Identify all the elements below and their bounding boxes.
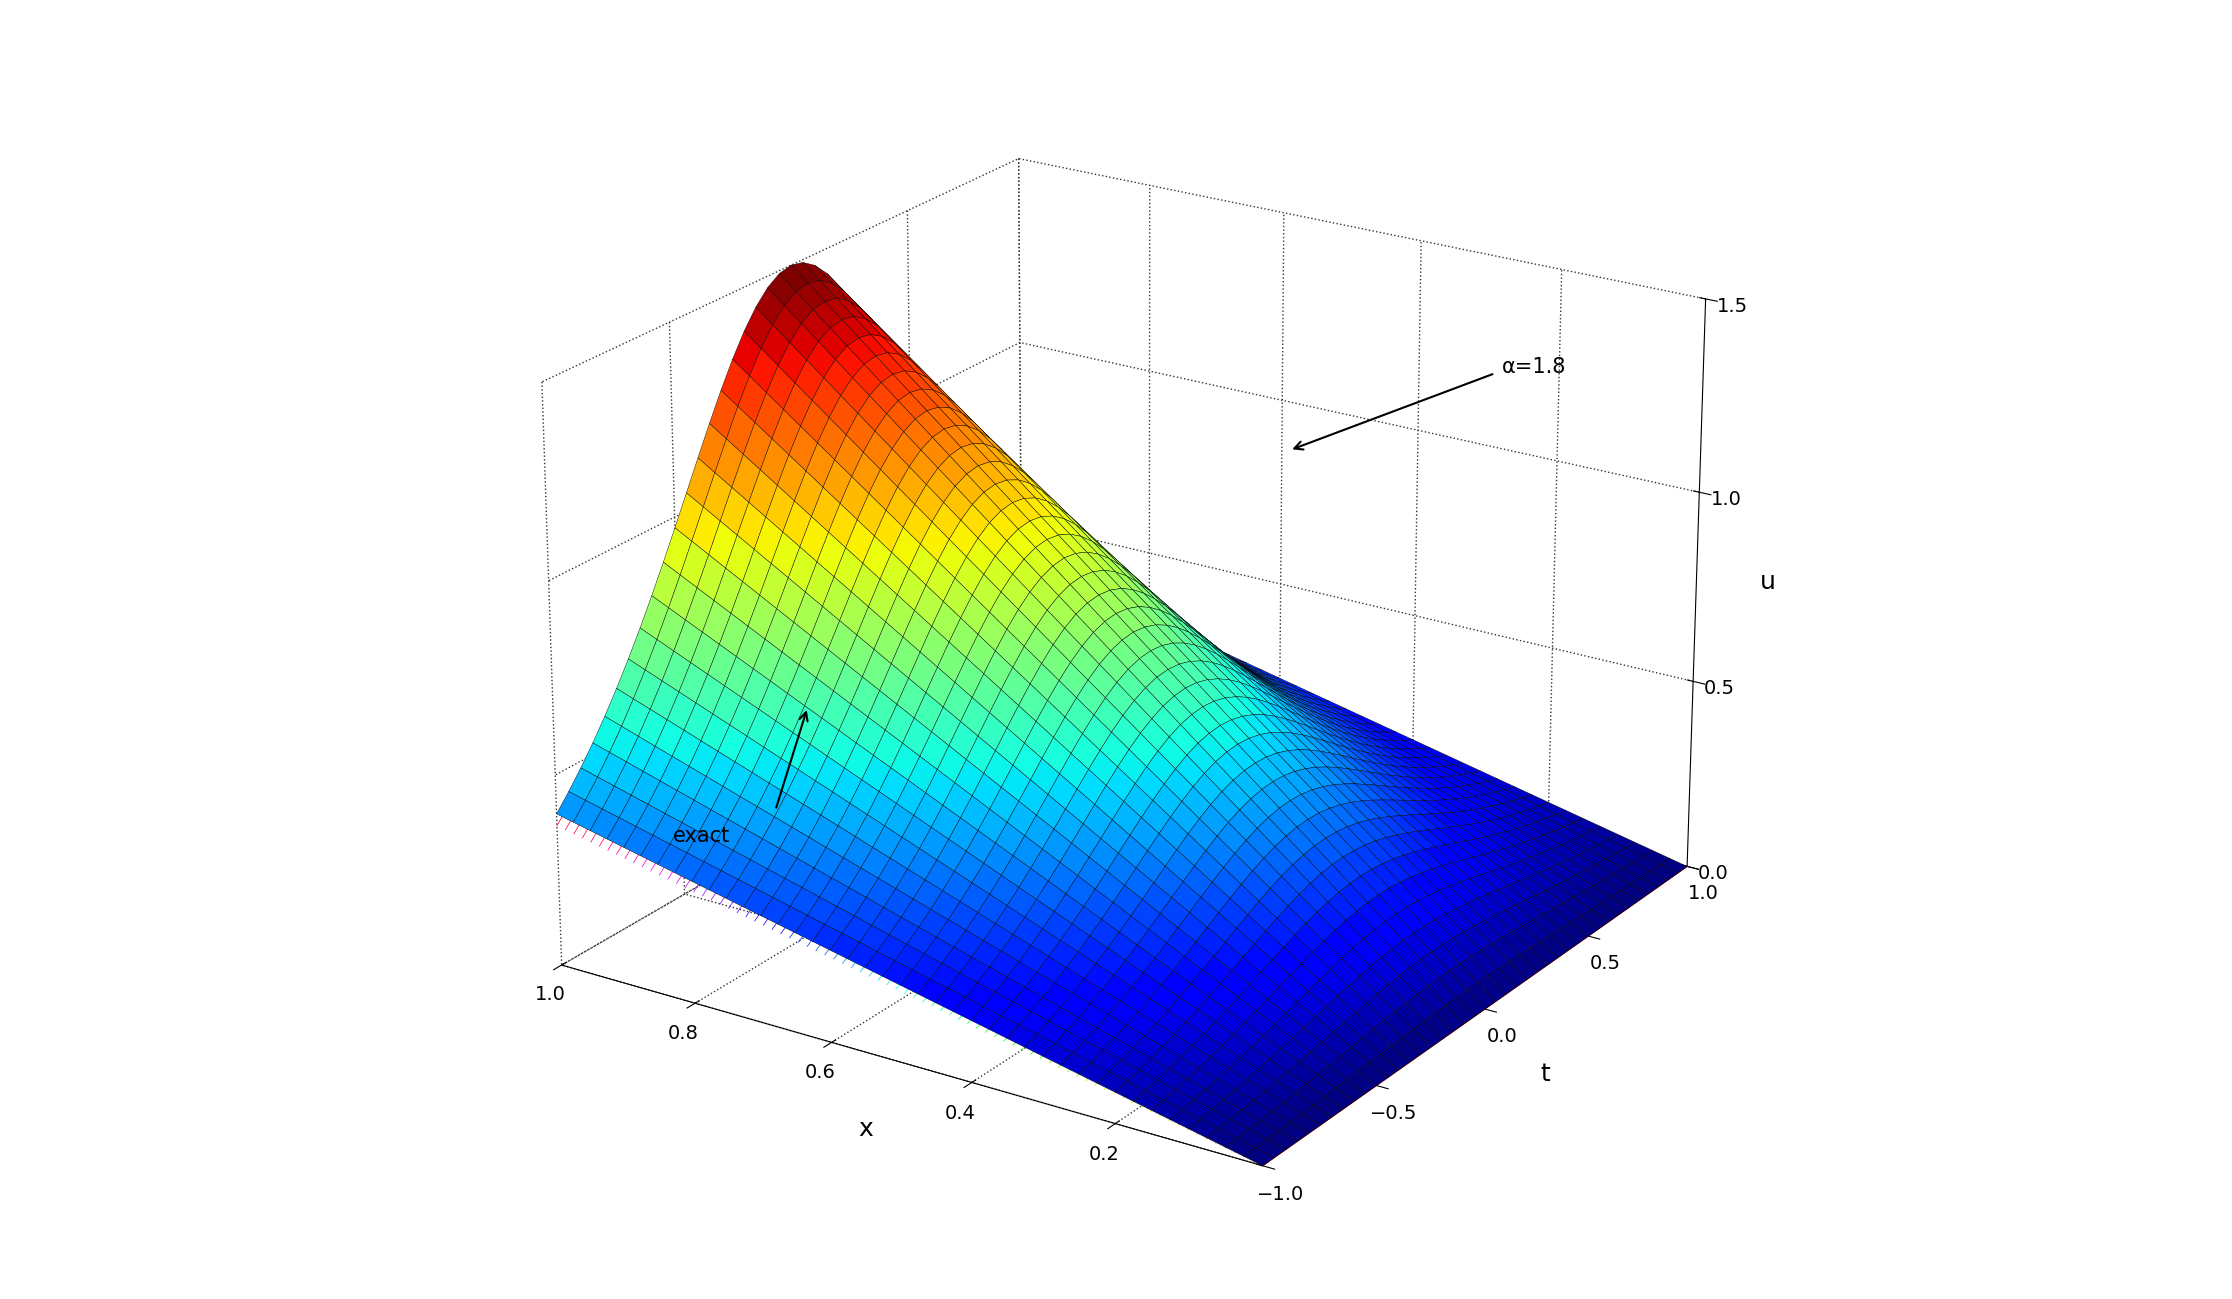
Y-axis label: t: t [1540, 1063, 1551, 1086]
Text: exact: exact [672, 826, 730, 846]
Text: α=1.8: α=1.8 [1502, 357, 1567, 377]
X-axis label: x: x [857, 1117, 873, 1141]
